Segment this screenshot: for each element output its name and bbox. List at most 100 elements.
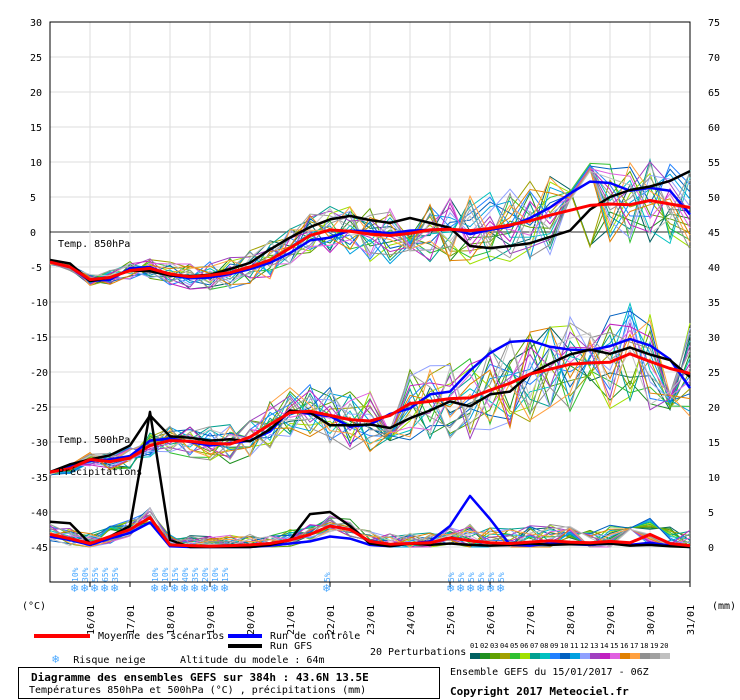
- footer-box: Diagramme des ensembles GEFS sur 384h : …: [18, 667, 440, 699]
- x-tick-label: 23/01: [366, 605, 377, 635]
- main-series-lines: [49, 169, 692, 549]
- snow-risk-label: 5%: [457, 572, 466, 582]
- footer-run: Ensemble GEFS du 15/01/2017 - 06Z: [450, 667, 649, 678]
- pert-swatch: [640, 653, 650, 659]
- snow-risk-label: 5%: [487, 572, 496, 582]
- pert-number: 16: [620, 642, 629, 650]
- pert-number: 07: [530, 642, 539, 650]
- left-axis-unit: (°C): [22, 601, 46, 612]
- pert-swatch: [600, 653, 610, 659]
- snow-risk-label: 35%: [191, 567, 200, 582]
- right-tick-label: 60: [708, 123, 720, 134]
- x-tick-label: 24/01: [406, 605, 417, 635]
- left-tick-label: -40: [30, 508, 48, 519]
- snowflake-icon: ❄: [466, 582, 475, 595]
- right-tick-label: 25: [708, 368, 720, 379]
- legend-perturbations: 20 Perturbations: [370, 647, 466, 658]
- left-tick-label: 0: [30, 228, 36, 239]
- left-tick-label: -10: [30, 298, 48, 309]
- x-tick-label: 30/01: [646, 605, 657, 635]
- left-tick-label: -5: [30, 263, 42, 274]
- snow-risk-label: 10%: [151, 567, 160, 582]
- snow-risk-label: 5%: [323, 572, 332, 582]
- right-axis-unit: (mm): [712, 601, 736, 612]
- series-line-precip-run-gfs: [49, 410, 691, 549]
- pert-number: 08: [540, 642, 549, 650]
- snow-risk-label: 40%: [181, 567, 190, 582]
- snow-risk-label: 55%: [91, 567, 100, 582]
- pert-number: 11: [570, 642, 579, 650]
- footer-copyright-label: Copyright 2017 Meteociel.fr: [450, 685, 629, 698]
- left-tick-label: -25: [30, 403, 48, 414]
- x-tick-label: 27/01: [526, 605, 537, 635]
- legend-snow: ❄ Risque neige: [52, 652, 146, 666]
- perturbation-line-850: [49, 179, 691, 287]
- legend-altitude-label: Altitude du modele : 64m: [180, 655, 325, 666]
- snow-risk-label: 5%: [497, 572, 506, 582]
- snowflake-icon: ❄: [190, 582, 199, 595]
- pert-swatch: [560, 653, 570, 659]
- pert-number: 15: [610, 642, 619, 650]
- legend-gfs-swatch: [228, 644, 262, 648]
- snow-risk-label: 10%: [161, 567, 170, 582]
- pert-number: 14: [600, 642, 609, 650]
- pert-swatch: [570, 653, 580, 659]
- left-tick-label: -45: [30, 543, 48, 554]
- pert-number: 04: [500, 642, 509, 650]
- footer-run-label: Ensemble GEFS du 15/01/2017 - 06Z: [450, 667, 649, 678]
- snowflake-icon: ❄: [170, 582, 179, 595]
- right-tick-label: 55: [708, 158, 720, 169]
- perturbation-line-precip: [49, 507, 690, 548]
- legend-snow-label: Risque neige: [73, 655, 146, 666]
- pert-swatch: [540, 653, 550, 659]
- left-tick-label: 25: [30, 53, 42, 64]
- pert-number: 05: [510, 642, 519, 650]
- right-tick-label: 70: [708, 53, 720, 64]
- pert-swatch: [470, 653, 480, 659]
- legend-gfs: Run GFS: [228, 641, 312, 652]
- snowflake-icon: ❄: [486, 582, 495, 595]
- pert-number: 03: [490, 642, 499, 650]
- pert-number: 13: [590, 642, 599, 650]
- series-line-precip-moyenne-des-sc-narios: [49, 516, 691, 548]
- x-tick-label: 18/01: [166, 605, 177, 635]
- perturbation-key: 01 02 03 04 05 06 07 08 09 10 11 12 13 14 15 16 17 18 19 20: [470, 640, 670, 662]
- left-tick-label: 15: [30, 123, 42, 134]
- snow-risk-label: 10%: [71, 567, 80, 582]
- pert-number: 17: [630, 642, 639, 650]
- legend-mean-label: Moyenne des scénarios: [98, 631, 225, 642]
- right-tick-label: 15: [708, 438, 720, 449]
- snowflake-icon: ❄: [52, 652, 60, 666]
- right-tick-label: 30: [708, 333, 720, 344]
- snowflake-icon: ❄: [496, 582, 505, 595]
- snowflake-icon: ❄: [476, 582, 485, 595]
- x-tick-label: 31/01: [686, 605, 697, 635]
- snowflake-icon: ❄: [100, 582, 109, 595]
- snowflake-icon: ❄: [110, 582, 119, 595]
- snowflake-icon: ❄: [70, 582, 79, 595]
- x-tick-label: 25/01: [446, 605, 457, 635]
- pert-swatch: [490, 653, 500, 659]
- snowflake-icon: ❄: [80, 582, 89, 595]
- pert-swatch: [620, 653, 630, 659]
- pert-number: 02: [480, 642, 489, 650]
- right-tick-label: 5: [708, 508, 714, 519]
- legend-altitude: Altitude du modele : 64m: [180, 655, 325, 666]
- left-tick-label: -20: [30, 368, 48, 379]
- legend-mean-swatch: [34, 634, 90, 638]
- snow-risk-label: 5%: [447, 572, 456, 582]
- pert-swatch: [610, 653, 620, 659]
- left-tick-label: 5: [30, 193, 36, 204]
- series-line-t500-run-gfs: [49, 346, 691, 474]
- snowflake-icon: ❄: [210, 582, 219, 595]
- snow-risk-markers: ❄10%❄30%❄55%❄65%❄35%❄10%❄10%❄15%❄40%❄35%…: [70, 567, 506, 595]
- snowflake-icon: ❄: [446, 582, 455, 595]
- pert-swatch: [590, 653, 600, 659]
- right-tick-label: 35: [708, 298, 720, 309]
- left-tick-label: 20: [30, 88, 42, 99]
- pert-number: 20: [660, 642, 669, 650]
- right-tick-label: 20: [708, 403, 720, 414]
- pert-number: 06: [520, 642, 529, 650]
